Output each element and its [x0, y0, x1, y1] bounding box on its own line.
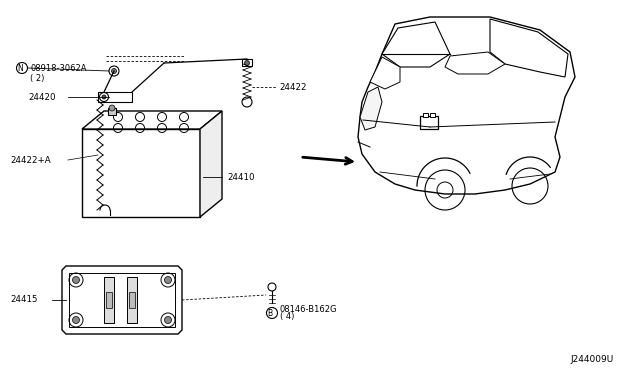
Polygon shape: [200, 111, 222, 217]
Text: 24422: 24422: [279, 83, 307, 92]
Text: ( 2): ( 2): [30, 74, 44, 83]
Polygon shape: [82, 111, 222, 129]
Text: 24420: 24420: [28, 93, 56, 102]
Circle shape: [164, 317, 172, 324]
Text: 24422+A: 24422+A: [10, 155, 51, 164]
Bar: [106, 292, 112, 308]
Bar: [430, 113, 435, 117]
Bar: [129, 292, 135, 308]
Bar: [420, 116, 438, 129]
Polygon shape: [490, 19, 568, 77]
Bar: [82, 129, 200, 217]
Text: J244009U: J244009U: [570, 356, 613, 365]
Polygon shape: [370, 57, 400, 89]
Text: B: B: [268, 308, 273, 317]
Bar: [127, 277, 137, 323]
Circle shape: [244, 61, 250, 65]
Polygon shape: [445, 52, 505, 74]
Text: N: N: [17, 64, 23, 73]
Circle shape: [102, 95, 106, 99]
Circle shape: [109, 105, 115, 111]
Text: 24415: 24415: [10, 295, 38, 305]
Text: 08146-B162G: 08146-B162G: [280, 305, 337, 314]
Polygon shape: [69, 273, 175, 327]
Polygon shape: [62, 266, 182, 334]
Polygon shape: [358, 17, 575, 194]
Bar: [242, 59, 252, 66]
Circle shape: [72, 276, 79, 283]
Circle shape: [72, 317, 79, 324]
Circle shape: [164, 276, 172, 283]
Polygon shape: [98, 92, 132, 102]
Polygon shape: [382, 22, 450, 67]
Text: ( 4): ( 4): [280, 312, 294, 321]
Text: 08918-3062A: 08918-3062A: [30, 64, 86, 73]
Circle shape: [111, 68, 116, 74]
Bar: [108, 108, 116, 115]
Bar: [423, 113, 428, 117]
Polygon shape: [360, 87, 382, 130]
Bar: [104, 277, 114, 323]
Text: 24410: 24410: [227, 173, 255, 182]
